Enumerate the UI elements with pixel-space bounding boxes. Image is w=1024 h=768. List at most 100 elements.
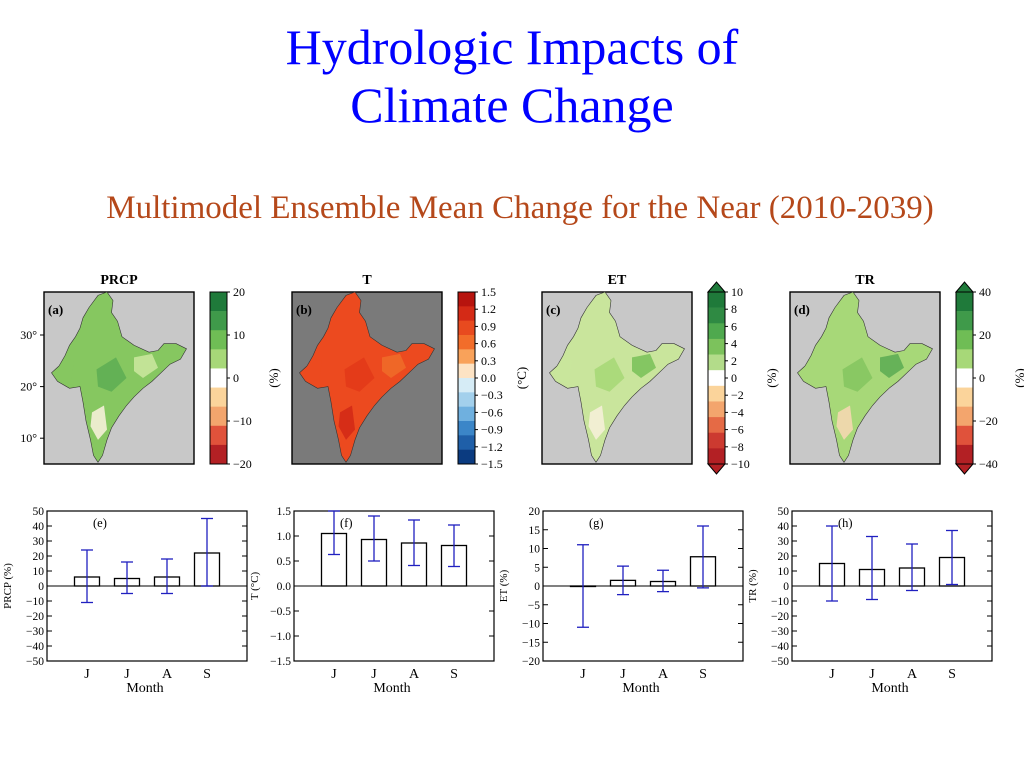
map-panel-3: (d) TR 40 20 0 −20 −40 (%) bbox=[789, 273, 1024, 475]
colorbar-tick-label: −10 bbox=[731, 457, 750, 471]
colorbar-segment bbox=[210, 425, 227, 446]
x-tick-label: S bbox=[203, 667, 211, 682]
colorbar-segment bbox=[956, 368, 973, 388]
colorbar-segment bbox=[210, 444, 227, 465]
y-tick-label: −40 bbox=[771, 641, 789, 653]
lat-tick-label: 20° bbox=[20, 380, 37, 394]
x-tick-label: A bbox=[907, 667, 918, 682]
colorbar-unit: (°C) bbox=[514, 367, 529, 390]
colorbar-tick-label: 0 bbox=[233, 371, 239, 385]
colorbar-segment bbox=[210, 368, 227, 388]
map-anomaly-patch bbox=[338, 405, 355, 440]
y-tick-label: 50 bbox=[33, 506, 45, 518]
chart-panel-label: (f) bbox=[340, 516, 353, 530]
colorbar-unit: (%) bbox=[1012, 368, 1024, 388]
x-tick-label: J bbox=[371, 667, 377, 682]
map-title: TR bbox=[855, 273, 875, 288]
colorbar-segment bbox=[708, 370, 725, 387]
y-tick-label: 0 bbox=[38, 581, 44, 593]
colorbar-segment bbox=[708, 432, 725, 449]
y-tick-label: 10 bbox=[33, 566, 45, 578]
y-tick-label: −40 bbox=[26, 641, 44, 653]
colorbar-segment bbox=[210, 292, 227, 312]
map-panel-label: (a) bbox=[48, 302, 63, 317]
bar-chart-3: 50 40 30 20 10 0 −10 −20 −30 −40 −50 J J A S (h) Month TR… bbox=[747, 506, 993, 696]
colorbar-tick-label: −4 bbox=[731, 405, 744, 419]
colorbar-tick-label: −2 bbox=[731, 388, 744, 402]
colorbar-segment bbox=[458, 435, 475, 450]
map-anomaly-patch bbox=[836, 405, 853, 440]
x-axis-label: Month bbox=[871, 681, 908, 696]
colorbar-segment bbox=[956, 330, 973, 350]
y-tick-label: 30 bbox=[778, 536, 790, 548]
slide-title: Hydrologic Impacts of Climate Change bbox=[0, 18, 1024, 134]
colorbar-segment bbox=[458, 306, 475, 321]
y-tick-label: 20 bbox=[778, 551, 790, 563]
x-tick-label: A bbox=[162, 667, 173, 682]
colorbar-tick-label: 20 bbox=[979, 328, 991, 342]
y-tick-label: 20 bbox=[529, 506, 541, 518]
colorbar-tick-label: 8 bbox=[731, 302, 737, 316]
colorbar-tick-label: −1.2 bbox=[481, 440, 503, 454]
map-anomaly-patch bbox=[304, 357, 322, 382]
map-anomaly-patch bbox=[802, 357, 820, 382]
y-tick-label: −20 bbox=[522, 656, 540, 668]
bar-chart-2: 20 15 10 5 0 −5 −10 −15 −20 J J A S (g) Month ET (%) bbox=[498, 506, 744, 696]
x-tick-label: J bbox=[829, 667, 835, 682]
colorbar-tick-label: 1.5 bbox=[481, 285, 496, 299]
x-tick-label: A bbox=[658, 667, 669, 682]
colorbar-tick-label: 1.2 bbox=[481, 302, 496, 316]
map-title: T bbox=[362, 273, 372, 288]
y-tick-label: −5 bbox=[528, 600, 540, 612]
colorbar-segment bbox=[708, 385, 725, 402]
map-anomaly-patch bbox=[594, 357, 625, 392]
colorbar-segment bbox=[956, 387, 973, 407]
colorbar-segment bbox=[458, 320, 475, 336]
x-tick-label: J bbox=[84, 667, 90, 682]
colorbar-tick-label: −10 bbox=[233, 414, 252, 428]
colorbar-tick-label: −0.6 bbox=[481, 405, 503, 419]
colorbar-top-triangle bbox=[954, 281, 975, 293]
colorbar-tick-label: 40 bbox=[979, 285, 991, 299]
x-tick-label: A bbox=[409, 667, 420, 682]
lat-tick-label: 30° bbox=[20, 328, 37, 342]
x-tick-label: S bbox=[450, 667, 458, 682]
y-tick-label: −15 bbox=[522, 637, 540, 649]
map-panel-label: (c) bbox=[546, 302, 560, 317]
colorbar-tick-label: 20 bbox=[233, 285, 245, 299]
y-axis-label: PRCP (%) bbox=[2, 563, 14, 609]
y-axis-label: TR (%) bbox=[747, 569, 759, 603]
map-panel-label: (d) bbox=[794, 302, 810, 317]
bar-chart-0: 50 40 30 20 10 0 −10 −20 −30 −40 −50 J J A S (e) Month PR… bbox=[2, 506, 248, 696]
colorbar-bottom-triangle bbox=[954, 463, 975, 475]
colorbar-segment bbox=[458, 378, 475, 393]
x-tick-label: S bbox=[948, 667, 956, 682]
y-tick-label: −1.5 bbox=[270, 656, 291, 668]
y-tick-label: −1.0 bbox=[270, 631, 291, 643]
colorbar-segment bbox=[956, 311, 973, 331]
colorbar-segment bbox=[956, 292, 973, 312]
chart-panel-label: (e) bbox=[93, 516, 107, 530]
colorbar-segment bbox=[956, 444, 973, 465]
colorbar-segment bbox=[708, 338, 725, 355]
colorbar-segment bbox=[458, 349, 475, 364]
x-tick-label: J bbox=[124, 667, 130, 682]
y-axis-label: ET (%) bbox=[498, 569, 510, 602]
colorbar-tick-label: −8 bbox=[731, 440, 744, 454]
y-tick-label: 1.0 bbox=[277, 531, 292, 543]
y-tick-label: −0.5 bbox=[270, 606, 291, 618]
colorbar-tick-label: 0 bbox=[979, 371, 985, 385]
colorbar-tick-label: 2 bbox=[731, 354, 737, 368]
colorbar-tick-label: 10 bbox=[233, 328, 245, 342]
map-panel-label: (b) bbox=[296, 302, 312, 317]
y-tick-label: −50 bbox=[771, 656, 789, 668]
map-anomaly-patch bbox=[134, 353, 158, 378]
colorbar-segment bbox=[708, 401, 725, 418]
y-tick-label: 1.5 bbox=[277, 506, 292, 518]
x-tick-label: J bbox=[620, 667, 626, 682]
colorbar-tick-label: 10 bbox=[731, 285, 743, 299]
y-tick-label: −10 bbox=[26, 596, 44, 608]
y-tick-label: −30 bbox=[26, 626, 44, 638]
x-axis-label: Month bbox=[373, 681, 410, 696]
